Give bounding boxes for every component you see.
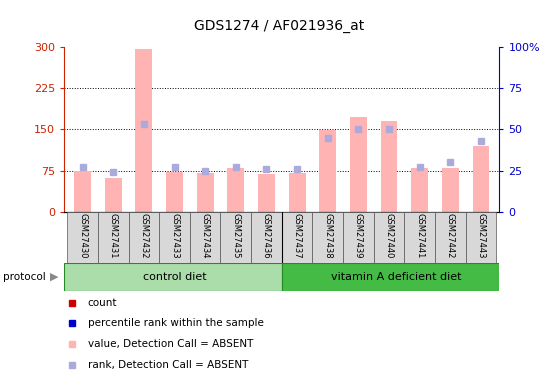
Bar [190,212,220,262]
Text: vitamin A deficient diet: vitamin A deficient diet [331,272,462,282]
Bar [288,173,306,212]
Bar [74,171,91,212]
Bar [374,212,405,262]
Text: protocol: protocol [3,272,46,282]
Bar [136,48,152,212]
Text: count: count [88,298,117,308]
Text: GSM27431: GSM27431 [109,213,118,259]
Bar [343,212,374,262]
Bar [466,212,497,262]
Bar [251,212,282,262]
Bar [228,168,244,212]
Bar [312,212,343,262]
Text: GDS1274 / AF021936_at: GDS1274 / AF021936_at [194,19,364,33]
Text: GSM27442: GSM27442 [446,213,455,259]
Bar [405,212,435,262]
Text: GSM27437: GSM27437 [292,213,302,259]
Bar [381,121,397,212]
Bar [220,212,251,262]
Text: GSM27443: GSM27443 [477,213,485,259]
Text: GSM27436: GSM27436 [262,213,271,259]
Bar [442,168,459,212]
Text: rank, Detection Call = ABSENT: rank, Detection Call = ABSENT [88,360,248,370]
Bar [64,262,282,291]
Text: control diet: control diet [143,272,206,282]
Text: GSM27430: GSM27430 [78,213,87,259]
Text: percentile rank within the sample: percentile rank within the sample [88,318,263,328]
Bar [159,212,190,262]
Bar [128,212,159,262]
Text: GSM27439: GSM27439 [354,213,363,259]
Bar [197,173,214,212]
Bar [258,174,275,212]
Text: GSM27432: GSM27432 [140,213,148,259]
Text: GSM27438: GSM27438 [323,213,332,259]
Text: ▶: ▶ [50,272,59,282]
Bar [411,168,428,212]
Text: GSM27433: GSM27433 [170,213,179,259]
Text: GSM27435: GSM27435 [232,213,240,259]
Bar [166,172,183,212]
Bar [350,117,367,212]
Text: GSM27441: GSM27441 [415,213,424,259]
Text: GSM27434: GSM27434 [201,213,210,259]
Bar [105,178,122,212]
Bar [319,130,336,212]
Text: GSM27440: GSM27440 [384,213,393,259]
Bar [98,212,128,262]
Bar [435,212,466,262]
Bar [67,212,98,262]
Text: value, Detection Call = ABSENT: value, Detection Call = ABSENT [88,339,253,349]
Bar [282,212,312,262]
Bar [473,146,489,212]
Bar [282,262,499,291]
